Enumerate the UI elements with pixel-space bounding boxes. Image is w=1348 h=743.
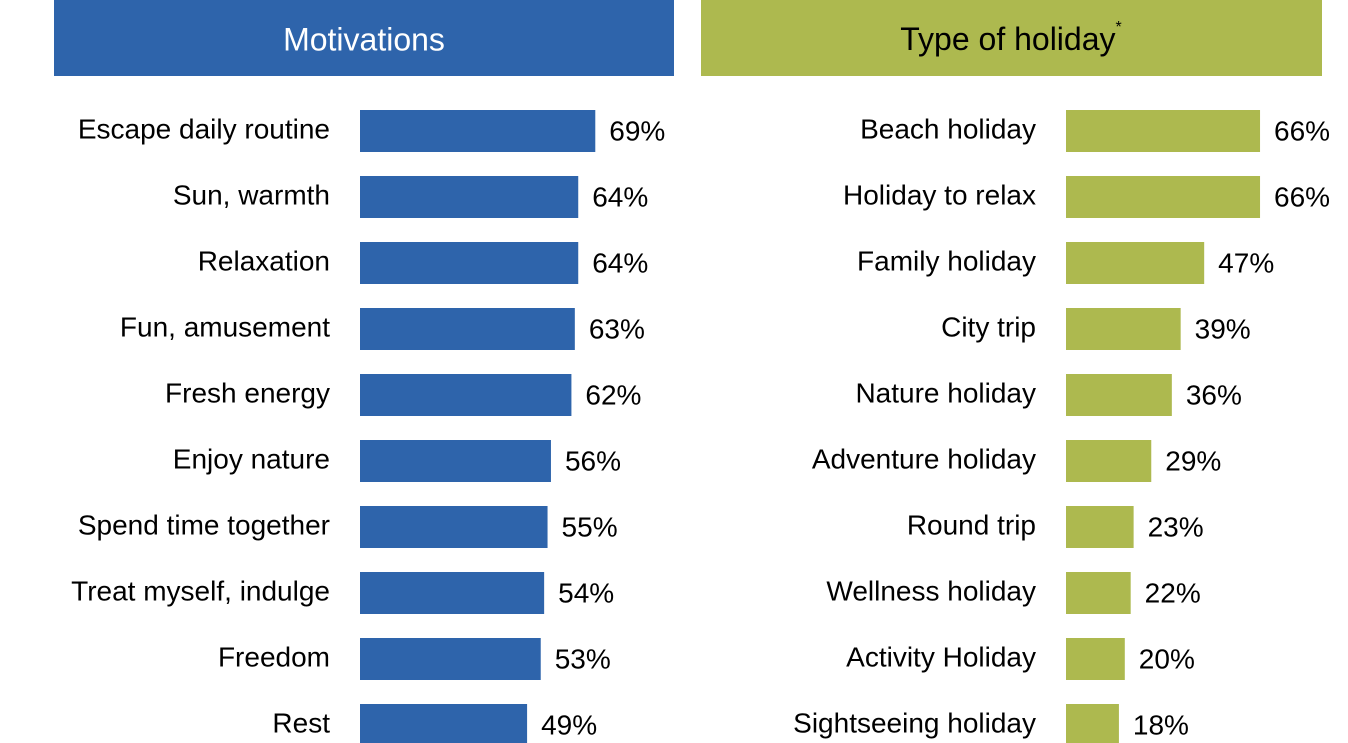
bar	[360, 110, 596, 152]
value-label: 66%	[1274, 115, 1330, 146]
bar	[360, 704, 528, 743]
value-label: 64%	[592, 247, 648, 278]
value-label: 47%	[1218, 247, 1274, 278]
bar	[1066, 308, 1181, 350]
value-label: 23%	[1148, 511, 1204, 542]
category-label: Treat myself, indulge	[71, 575, 330, 606]
header-bg	[701, 0, 1322, 76]
value-label: 54%	[558, 577, 614, 608]
category-label: Round trip	[907, 509, 1036, 540]
bar	[1066, 242, 1205, 284]
bar	[1066, 506, 1134, 548]
bar	[360, 308, 575, 350]
value-label: 22%	[1145, 577, 1201, 608]
bar	[360, 440, 551, 482]
category-label: Activity Holiday	[846, 641, 1036, 672]
title-text: Type of holiday	[900, 21, 1115, 57]
value-label: 20%	[1139, 643, 1195, 674]
category-label: Sightseeing holiday	[793, 707, 1036, 738]
bar	[360, 506, 548, 548]
value-label: 18%	[1133, 709, 1189, 740]
category-label: Fresh energy	[165, 377, 330, 408]
category-label: Freedom	[218, 641, 330, 672]
bar	[1066, 440, 1152, 482]
category-label: Sun, warmth	[173, 179, 330, 210]
value-label: 53%	[555, 643, 611, 674]
category-label: Holiday to relax	[843, 179, 1036, 210]
value-label: 39%	[1195, 313, 1251, 344]
bar	[360, 572, 545, 614]
bar	[360, 638, 541, 680]
value-label: 56%	[565, 445, 621, 476]
bar	[1066, 572, 1131, 614]
category-label: Rest	[272, 707, 330, 738]
value-label: 49%	[541, 709, 597, 740]
bar	[1066, 704, 1119, 743]
value-label: 55%	[562, 511, 618, 542]
bar	[1066, 110, 1261, 152]
bar	[1066, 374, 1172, 416]
category-label: Nature holiday	[855, 377, 1036, 408]
header-bg	[54, 0, 674, 76]
bar	[360, 242, 579, 284]
chart-title: Type of holiday*	[900, 19, 1121, 57]
value-label: 69%	[609, 115, 665, 146]
category-label: Adventure holiday	[812, 443, 1036, 474]
value-label: 64%	[592, 181, 648, 212]
value-label: 63%	[589, 313, 645, 344]
value-label: 29%	[1165, 445, 1221, 476]
category-label: Enjoy nature	[173, 443, 330, 474]
bar	[360, 374, 572, 416]
category-label: Escape daily routine	[78, 113, 330, 144]
category-label: Fun, amusement	[120, 311, 330, 342]
value-label: 62%	[585, 379, 641, 410]
category-label: Beach holiday	[860, 113, 1036, 144]
category-label: Wellness holiday	[826, 575, 1036, 606]
chart-title: Motivations	[283, 21, 445, 57]
bar	[1066, 176, 1261, 218]
category-label: Relaxation	[198, 245, 330, 276]
value-label: 36%	[1186, 379, 1242, 410]
category-label: Family holiday	[857, 245, 1036, 276]
category-label: Spend time together	[78, 509, 330, 540]
bar	[360, 176, 579, 218]
title-note: *	[1116, 19, 1122, 36]
bar	[1066, 638, 1125, 680]
value-label: 66%	[1274, 181, 1330, 212]
category-label: City trip	[941, 311, 1036, 342]
